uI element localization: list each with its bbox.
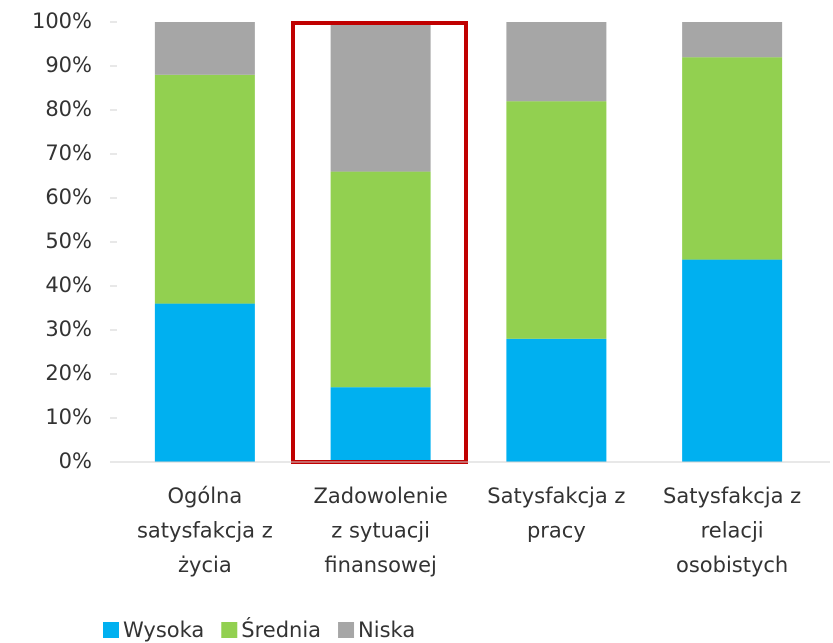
legend-label: Wysoka (123, 618, 204, 642)
y-tick-label: 20% (45, 361, 92, 385)
bar-segment (682, 259, 783, 462)
x-tick-label: Ogólna satysfakcja z życia (137, 484, 273, 577)
y-tick-label: 50% (45, 229, 92, 253)
bar-segment (330, 387, 431, 462)
legend-swatch (221, 622, 238, 638)
bar-segment (330, 22, 431, 172)
y-tick-label: 70% (45, 141, 92, 165)
bar-segment (154, 303, 255, 462)
x-tick-label: Satysfakcja z pracy (487, 484, 625, 543)
bar-segment (682, 57, 783, 260)
y-tick-label: 100% (32, 9, 92, 33)
legend-label: Średnia (241, 617, 321, 642)
y-tick-label: 40% (45, 273, 92, 297)
y-tick-label: 10% (45, 405, 92, 429)
bar-segment (506, 101, 607, 339)
legend-swatch (103, 622, 119, 638)
bar-segment (330, 171, 431, 388)
y-tick-label: 90% (45, 53, 92, 77)
y-tick-label: 0% (59, 449, 92, 473)
bar-segment (154, 74, 255, 304)
bar-segment (154, 22, 255, 75)
legend-swatch (338, 622, 355, 638)
x-tick-label: Zadowolenie z sytuacji finansowej (313, 484, 447, 577)
legend-label: Niska (358, 618, 415, 642)
bar-segment (506, 338, 607, 462)
x-tick-label: Satysfakcja z relacji osobistych (663, 484, 801, 577)
y-tick-label: 30% (45, 317, 92, 341)
bar-segment (682, 22, 783, 58)
bar-segment (506, 22, 607, 102)
y-tick-label: 80% (45, 97, 92, 121)
y-tick-label: 60% (45, 185, 92, 209)
